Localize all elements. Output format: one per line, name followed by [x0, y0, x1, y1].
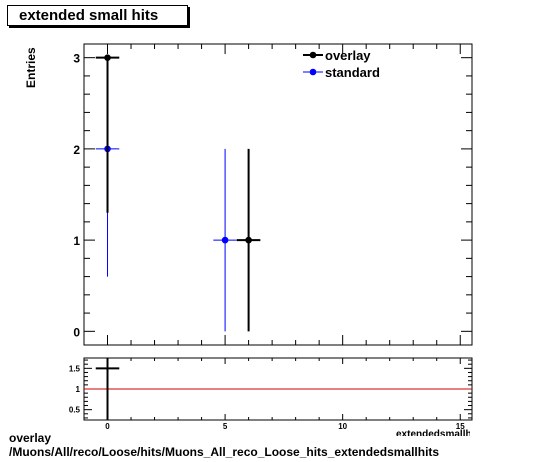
- ratio-x-tick-label: 15: [456, 422, 465, 431]
- legend-label-overlay: overlay: [325, 48, 371, 63]
- series-standard-point-1-marker: [221, 236, 229, 244]
- footer-line-1: overlay: [9, 431, 52, 445]
- ratio-x-tick-label: 0: [105, 422, 110, 431]
- main-y-tick-label: 2: [73, 143, 80, 157]
- main-frame: [83, 43, 473, 346]
- ratio-x-tick-label: 5: [223, 422, 228, 431]
- main-y-tick-label: 1: [73, 234, 80, 248]
- legend-marker-overlay: [309, 51, 317, 59]
- x-axis-label-text: extendedsmallhits: [396, 429, 470, 436]
- chart-title: extended small hits: [19, 7, 159, 24]
- chart-title-box: extended small hits: [7, 5, 188, 26]
- ratio-y-tick-label: 0.5: [69, 406, 81, 415]
- y-axis-label: Entries: [24, 47, 38, 88]
- legend-label-standard: standard: [325, 65, 380, 80]
- ratio-x-tick-label: 10: [338, 422, 347, 431]
- series-overlay-point-1-marker: [245, 236, 252, 244]
- main-y-tick-label: 3: [73, 52, 80, 66]
- series-overlay-point-0-marker: [104, 54, 111, 61]
- ratio-y-tick-label: 1: [76, 385, 81, 394]
- main-y-tick-label: 0: [73, 325, 80, 339]
- legend-marker-standard: [309, 68, 317, 76]
- ratio-y-tick-label: 1.5: [69, 364, 81, 373]
- x-axis-label: extendedsmallhits: [396, 429, 470, 436]
- footer-line-2: /Muons/All/reco/Loose/hits/Muons_All_rec…: [9, 445, 440, 459]
